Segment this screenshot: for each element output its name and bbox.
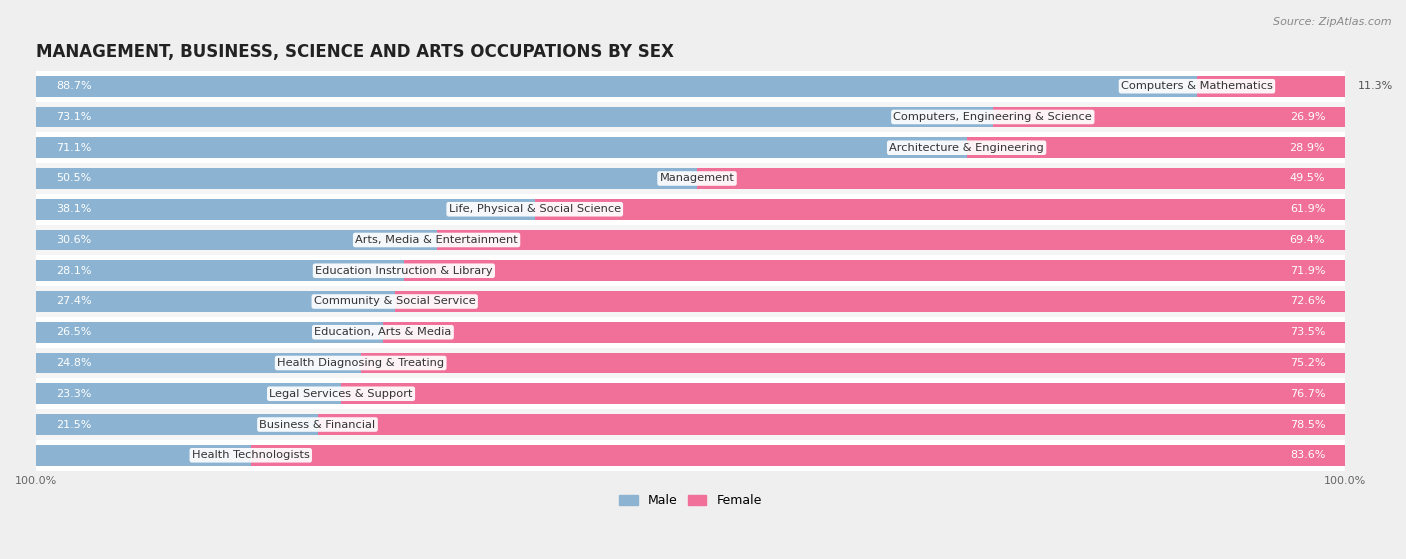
Text: Legal Services & Support: Legal Services & Support — [270, 389, 413, 399]
Bar — [395, 291, 1346, 312]
Bar — [37, 409, 1346, 440]
Bar — [37, 138, 967, 158]
Bar — [37, 163, 1346, 194]
Bar — [37, 322, 382, 343]
Bar — [37, 414, 318, 435]
Bar — [37, 230, 437, 250]
Bar — [37, 378, 1346, 409]
Text: 24.8%: 24.8% — [56, 358, 91, 368]
Text: 78.5%: 78.5% — [1289, 419, 1326, 429]
Bar — [37, 353, 361, 373]
Text: Business & Financial: Business & Financial — [260, 419, 375, 429]
Text: 28.1%: 28.1% — [56, 266, 91, 276]
Text: 69.4%: 69.4% — [1289, 235, 1326, 245]
Text: Source: ZipAtlas.com: Source: ZipAtlas.com — [1274, 17, 1392, 27]
Bar — [37, 317, 1346, 348]
Text: Health Diagnosing & Treating: Health Diagnosing & Treating — [277, 358, 444, 368]
Bar — [993, 107, 1346, 127]
Text: Health Technologists: Health Technologists — [191, 450, 309, 460]
Bar — [37, 102, 1346, 132]
Bar — [37, 445, 250, 466]
Text: Management: Management — [659, 173, 734, 183]
Bar — [37, 199, 534, 220]
Text: 73.1%: 73.1% — [56, 112, 91, 122]
Text: 21.5%: 21.5% — [56, 419, 91, 429]
Bar — [37, 255, 1346, 286]
Text: Arts, Media & Entertainment: Arts, Media & Entertainment — [356, 235, 517, 245]
Bar — [37, 107, 993, 127]
Bar — [697, 168, 1346, 189]
Text: 75.2%: 75.2% — [1289, 358, 1326, 368]
Bar — [37, 260, 404, 281]
Text: Computers & Mathematics: Computers & Mathematics — [1121, 81, 1272, 91]
Bar — [37, 225, 1346, 255]
Bar — [37, 168, 697, 189]
Text: Computers, Engineering & Science: Computers, Engineering & Science — [893, 112, 1092, 122]
Legend: Male, Female: Male, Female — [614, 489, 766, 513]
Text: 28.9%: 28.9% — [1289, 143, 1326, 153]
Text: 83.6%: 83.6% — [1289, 450, 1326, 460]
Text: Education Instruction & Library: Education Instruction & Library — [315, 266, 492, 276]
Text: Community & Social Service: Community & Social Service — [314, 296, 475, 306]
Text: Architecture & Engineering: Architecture & Engineering — [889, 143, 1045, 153]
Bar — [250, 445, 1346, 466]
Bar — [1197, 76, 1346, 97]
Bar — [534, 199, 1346, 220]
Text: 38.1%: 38.1% — [56, 204, 91, 214]
Text: 76.7%: 76.7% — [1289, 389, 1326, 399]
Bar — [37, 286, 1346, 317]
Text: 27.4%: 27.4% — [56, 296, 91, 306]
Text: 71.9%: 71.9% — [1289, 266, 1326, 276]
Text: 49.5%: 49.5% — [1289, 173, 1326, 183]
Text: 73.5%: 73.5% — [1289, 327, 1326, 337]
Text: 88.7%: 88.7% — [56, 81, 91, 91]
Bar — [967, 138, 1346, 158]
Text: 23.3%: 23.3% — [56, 389, 91, 399]
Text: 71.1%: 71.1% — [56, 143, 91, 153]
Text: 26.9%: 26.9% — [1289, 112, 1326, 122]
Bar — [361, 353, 1346, 373]
Text: Education, Arts & Media: Education, Arts & Media — [315, 327, 451, 337]
Text: 16.4%: 16.4% — [202, 450, 238, 460]
Bar — [37, 76, 1197, 97]
Bar — [37, 440, 1346, 471]
Bar — [37, 348, 1346, 378]
Bar — [37, 291, 395, 312]
Bar — [37, 71, 1346, 102]
Text: 61.9%: 61.9% — [1289, 204, 1326, 214]
Text: 26.5%: 26.5% — [56, 327, 91, 337]
Bar — [37, 194, 1346, 225]
Text: 11.3%: 11.3% — [1358, 81, 1393, 91]
Text: MANAGEMENT, BUSINESS, SCIENCE AND ARTS OCCUPATIONS BY SEX: MANAGEMENT, BUSINESS, SCIENCE AND ARTS O… — [37, 43, 673, 61]
Bar — [37, 132, 1346, 163]
Bar — [382, 322, 1346, 343]
Bar — [318, 414, 1346, 435]
Bar — [37, 383, 342, 404]
Text: 30.6%: 30.6% — [56, 235, 91, 245]
Text: Life, Physical & Social Science: Life, Physical & Social Science — [449, 204, 621, 214]
Text: 72.6%: 72.6% — [1289, 296, 1326, 306]
Bar — [437, 230, 1346, 250]
Bar — [404, 260, 1346, 281]
Text: 50.5%: 50.5% — [56, 173, 91, 183]
Bar — [342, 383, 1346, 404]
